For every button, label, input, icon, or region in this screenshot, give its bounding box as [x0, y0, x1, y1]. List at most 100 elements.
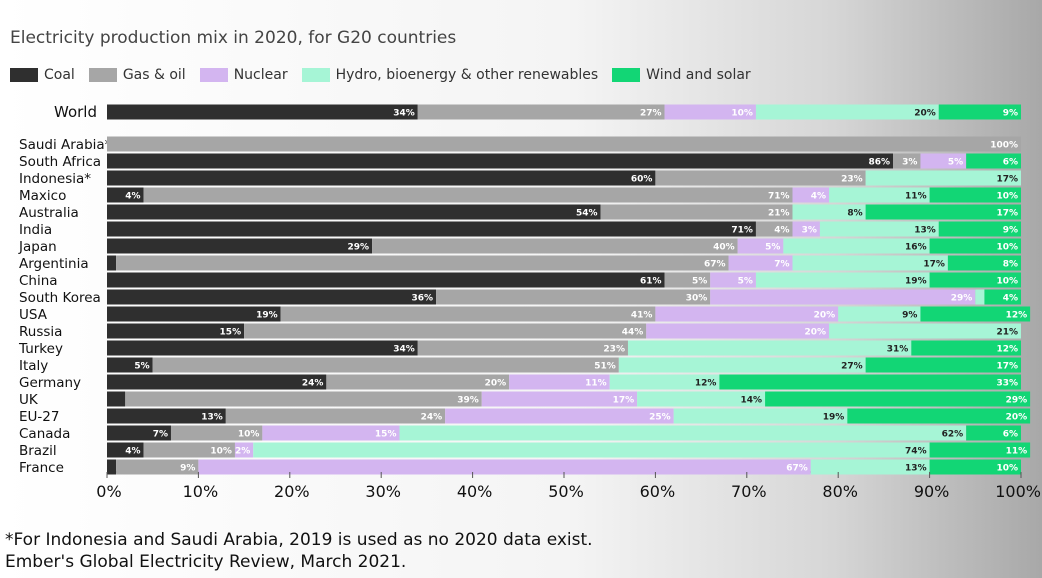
legend-label-hydro: Hydro, bioenergy & other renewables — [335, 67, 599, 83]
data-label-australia-wind-solar: 17% — [996, 209, 1018, 219]
data-label-uk-hydro: 14% — [741, 396, 763, 406]
data-label-germany-coal: 24% — [302, 379, 324, 389]
data-label-france-nuclear: 67% — [786, 464, 808, 474]
data-label-brazil-wind-solar: 11% — [1006, 447, 1028, 457]
data-label-indonesia-gas-oil: 23% — [841, 175, 863, 185]
data-label-maxico-wind-solar: 10% — [996, 192, 1018, 202]
data-label-eu-27-gas-oil: 24% — [421, 413, 443, 423]
bar-germany-coal — [107, 374, 327, 390]
bar-france-coal — [107, 459, 117, 475]
bar-indonesia-gas-oil — [655, 170, 866, 186]
data-label-south-africa-coal: 86% — [868, 158, 890, 168]
bar-russia-gas-oil — [244, 323, 647, 339]
data-label-south-africa-wind-solar: 6% — [1003, 158, 1018, 168]
x-tick-label: 30% — [365, 482, 401, 501]
bar-south-africa-wind-solar — [966, 153, 1021, 169]
data-label-japan-coal: 29% — [348, 243, 370, 253]
bar-saudi-arabia-gas-oil — [107, 136, 1021, 152]
legend-label-coal: Coal — [44, 67, 75, 83]
legend-item-hydro: Hydro, bioenergy & other renewables — [301, 67, 599, 83]
footnote-source: Ember's Global Electricity Review, March… — [5, 552, 407, 572]
bar-france-nuclear — [198, 459, 811, 475]
data-label-canada-hydro: 62% — [942, 430, 964, 440]
bar-germany-hydro — [609, 374, 720, 390]
row-label-germany: Germany — [19, 375, 81, 391]
data-label-japan-wind-solar: 10% — [996, 243, 1018, 253]
bar-germany-gas-oil — [326, 374, 510, 390]
legend-item-gas-oil: Gas & oil — [88, 67, 186, 83]
bar-south-korea-coal — [107, 289, 437, 305]
data-label-germany-hydro: 12% — [695, 379, 717, 389]
data-label-usa-nuclear: 20% — [814, 311, 836, 321]
data-label-china-wind-solar: 10% — [996, 277, 1018, 287]
bar-world-wind-solar — [938, 104, 1021, 120]
row-label-saudi-arabia: Saudi Arabia* — [19, 137, 112, 153]
legend-item-wind-solar: Wind and solar — [612, 67, 751, 83]
bar-japan-nuclear — [737, 238, 784, 254]
bar-turkey-hydro — [627, 340, 912, 356]
bar-france-hydro — [810, 459, 930, 475]
bar-world-nuclear — [664, 104, 756, 120]
x-tick-label: 10% — [183, 482, 219, 501]
row-label-russia: Russia — [19, 324, 62, 340]
data-label-india-hydro: 13% — [914, 226, 936, 236]
bar-maxico-gas-oil — [143, 187, 793, 203]
data-label-germany-wind-solar: 33% — [996, 379, 1018, 389]
bar-japan-hydro — [783, 238, 930, 254]
bar-germany-wind-solar — [719, 374, 1021, 390]
data-label-indonesia-hydro: 17% — [996, 175, 1018, 185]
legend-label-wind-solar: Wind and solar — [646, 67, 751, 83]
bar-china-wind-solar — [929, 272, 1021, 288]
x-tick-label: 100% — [995, 482, 1041, 501]
bar-eu-27-wind-solar — [847, 408, 1031, 424]
bar-uk-coal — [107, 391, 126, 407]
data-label-usa-hydro: 9% — [902, 311, 917, 321]
data-label-france-wind-solar: 10% — [996, 464, 1018, 474]
bar-eu-27-gas-oil — [225, 408, 446, 424]
data-label-world-gas-oil: 27% — [640, 109, 662, 119]
bar-canada-gas-oil — [170, 425, 263, 441]
data-label-japan-gas-oil: 40% — [713, 243, 735, 253]
data-label-usa-coal: 19% — [256, 311, 278, 321]
bar-uk-hydro — [637, 391, 766, 407]
bar-usa-hydro — [838, 306, 921, 322]
bar-canada-nuclear — [262, 425, 400, 441]
bar-brazil-coal — [107, 442, 144, 458]
bar-india-nuclear — [792, 221, 820, 237]
bar-russia-hydro — [829, 323, 1021, 339]
data-label-south-africa-gas-oil: 3% — [902, 158, 917, 168]
bar-china-nuclear — [710, 272, 756, 288]
bar-world-gas-oil — [417, 104, 665, 120]
data-label-world-wind-solar: 9% — [1003, 109, 1018, 119]
bar-france-wind-solar — [929, 459, 1021, 475]
data-label-world-hydro: 20% — [914, 109, 936, 119]
stacked-bar-chart: World 34% 27% 10% 20% 9% Saudi Arabia* 100% Sout… — [18, 103, 1041, 501]
data-label-uk-wind-solar: 29% — [1006, 396, 1028, 406]
data-label-france-hydro: 13% — [905, 464, 927, 474]
x-tick-label: 90% — [914, 482, 950, 501]
row-label-australia: Australia — [19, 205, 79, 221]
data-label-canada-wind-solar: 6% — [1003, 430, 1018, 440]
data-label-india-coal: 71% — [731, 226, 753, 236]
bar-argentinia-gas-oil — [116, 255, 729, 271]
bar-japan-gas-oil — [372, 238, 738, 254]
bar-south-africa-coal — [107, 153, 894, 169]
bar-canada-wind-solar — [966, 425, 1021, 441]
bar-brazil-wind-solar — [929, 442, 1031, 458]
bar-south-africa-nuclear — [920, 153, 967, 169]
bar-maxico-wind-solar — [929, 187, 1021, 203]
legend-label-gas-oil: Gas & oil — [122, 67, 186, 83]
row-label-world: World — [54, 103, 97, 121]
row-label-france: France — [19, 460, 64, 476]
bar-brazil-gas-oil — [143, 442, 235, 458]
bar-russia-nuclear — [646, 323, 830, 339]
data-label-maxico-hydro: 11% — [905, 192, 927, 202]
data-label-argentinia-nuclear: 7% — [774, 260, 789, 270]
data-label-world-nuclear: 10% — [731, 109, 753, 119]
bar-maxico-coal — [107, 187, 144, 203]
legend: Coal Gas & oil Nuclear Hydro, bioenergy … — [10, 65, 751, 85]
data-label-india-gas-oil: 4% — [774, 226, 789, 236]
row-label-maxico: Maxico — [19, 188, 66, 204]
bar-argentinia-wind-solar — [947, 255, 1021, 271]
data-label-china-gas-oil: 5% — [692, 277, 707, 287]
